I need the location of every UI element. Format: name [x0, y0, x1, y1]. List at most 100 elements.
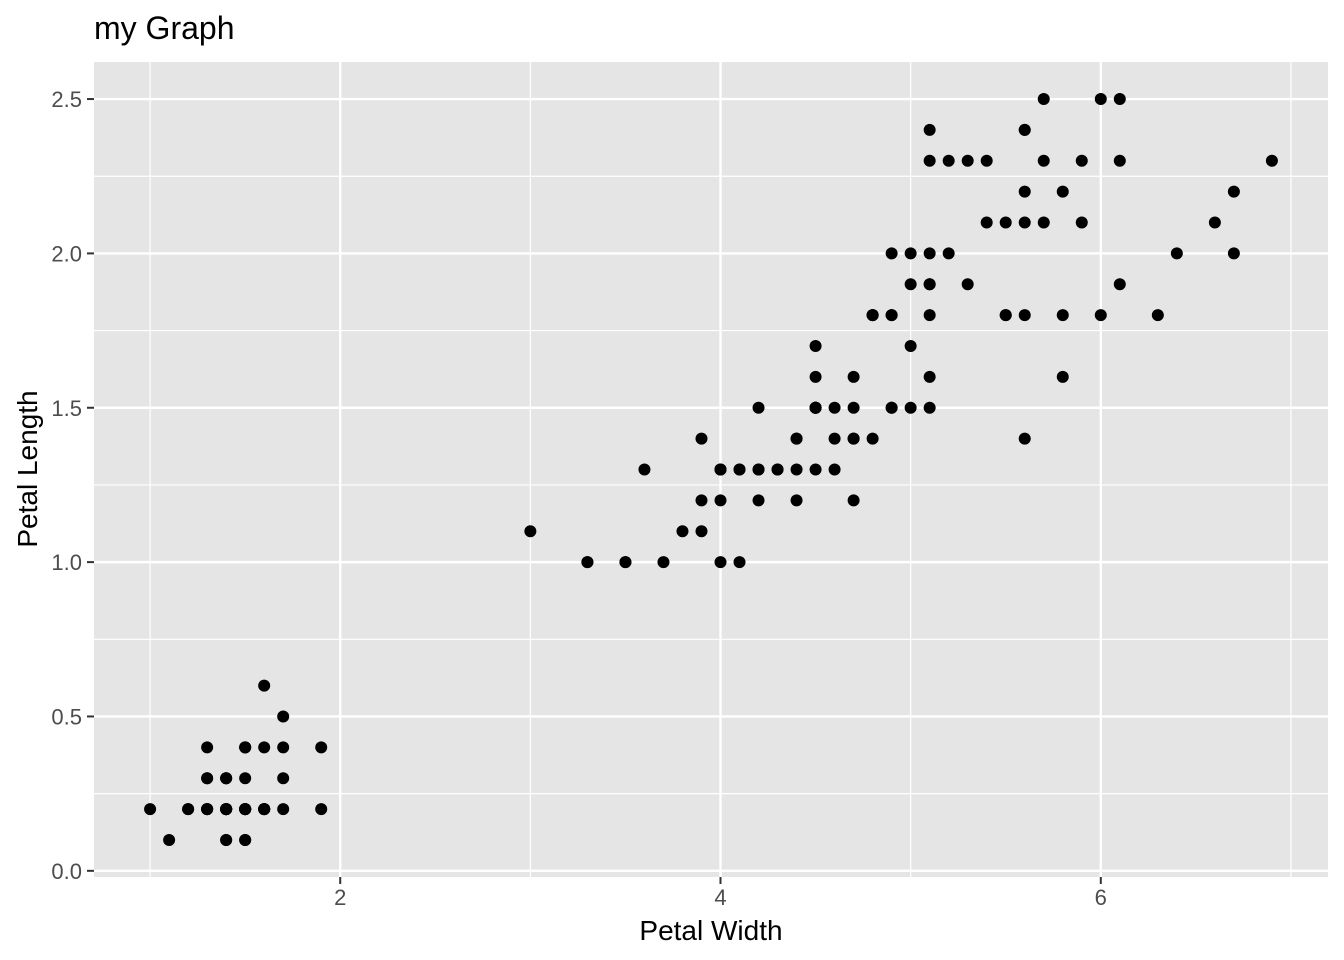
data-point [771, 463, 784, 476]
data-point [315, 741, 328, 754]
data-point [752, 401, 765, 414]
data-point [904, 340, 917, 353]
data-point [942, 154, 955, 167]
data-point [885, 309, 898, 322]
data-point [1037, 93, 1050, 106]
data-point [657, 556, 670, 569]
y-tick-label: 2.0 [51, 241, 82, 266]
data-point [980, 216, 993, 229]
data-point [201, 772, 214, 785]
data-point [239, 772, 252, 785]
x-axis-ticks: 2 4 6 [334, 877, 1107, 910]
data-point [1037, 154, 1050, 167]
data-point [809, 370, 822, 383]
data-point [847, 494, 860, 507]
y-tick-label: 1.5 [51, 396, 82, 421]
y-tick-label: 0.5 [51, 704, 82, 729]
data-point [809, 401, 822, 414]
data-point [163, 833, 176, 846]
data-point [1227, 185, 1240, 198]
data-point [239, 741, 252, 754]
data-point [315, 803, 328, 816]
y-tick-label: 2.5 [51, 87, 82, 112]
data-point [828, 401, 841, 414]
data-point [828, 463, 841, 476]
data-point [258, 803, 271, 816]
data-point [695, 494, 708, 507]
data-point [904, 401, 917, 414]
data-point [885, 247, 898, 260]
data-point [790, 463, 803, 476]
data-point [809, 463, 822, 476]
data-point [1113, 93, 1126, 106]
data-point [201, 803, 214, 816]
x-tick-label: 2 [334, 885, 346, 910]
data-point [1113, 278, 1126, 291]
data-point [847, 401, 860, 414]
data-point [277, 741, 290, 754]
data-point [923, 278, 936, 291]
chart-title: my Graph [94, 10, 234, 46]
data-point [866, 309, 879, 322]
data-point [923, 247, 936, 260]
y-axis-ticks: 0.0 0.5 1.0 1.5 2.0 2.5 [51, 87, 94, 884]
data-point [1056, 370, 1069, 383]
data-point [277, 803, 290, 816]
data-point [904, 278, 917, 291]
data-point [182, 803, 195, 816]
data-point [714, 556, 727, 569]
y-axis-title: Petal Length [12, 390, 43, 547]
data-point [201, 741, 214, 754]
data-point [676, 525, 689, 538]
data-point [1227, 247, 1240, 260]
data-point [1075, 216, 1088, 229]
data-point [847, 370, 860, 383]
data-point [923, 309, 936, 322]
data-point [999, 216, 1012, 229]
data-point [923, 123, 936, 136]
data-point [1113, 154, 1126, 167]
data-point [1018, 309, 1031, 322]
data-point [961, 154, 974, 167]
data-point [1018, 123, 1031, 136]
data-point [923, 401, 936, 414]
data-point [923, 154, 936, 167]
data-point [980, 154, 993, 167]
data-point [961, 278, 974, 291]
data-point [809, 340, 822, 353]
data-point [695, 525, 708, 538]
data-point [1037, 216, 1050, 229]
minor-gridlines [94, 62, 1328, 877]
data-point [866, 432, 879, 445]
data-point [1056, 185, 1069, 198]
data-point [638, 463, 651, 476]
x-tick-label: 4 [714, 885, 726, 910]
data-points [144, 93, 1278, 846]
data-point [999, 309, 1012, 322]
data-point [1170, 247, 1183, 260]
data-point [1075, 154, 1088, 167]
data-point [1056, 309, 1069, 322]
data-point [1265, 154, 1278, 167]
data-point [885, 401, 898, 414]
data-point [733, 463, 746, 476]
data-point [581, 556, 594, 569]
y-tick-label: 1.0 [51, 550, 82, 575]
plot-panel [94, 62, 1328, 877]
data-point [524, 525, 537, 538]
data-point [695, 432, 708, 445]
data-point [144, 803, 157, 816]
data-point [714, 463, 727, 476]
data-point [790, 432, 803, 445]
data-point [847, 432, 860, 445]
data-point [1151, 309, 1164, 322]
data-point [239, 803, 252, 816]
data-point [277, 772, 290, 785]
x-tick-label: 6 [1095, 885, 1107, 910]
data-point [619, 556, 632, 569]
data-point [790, 494, 803, 507]
data-point [258, 741, 271, 754]
data-point [1094, 93, 1107, 106]
data-point [714, 494, 727, 507]
